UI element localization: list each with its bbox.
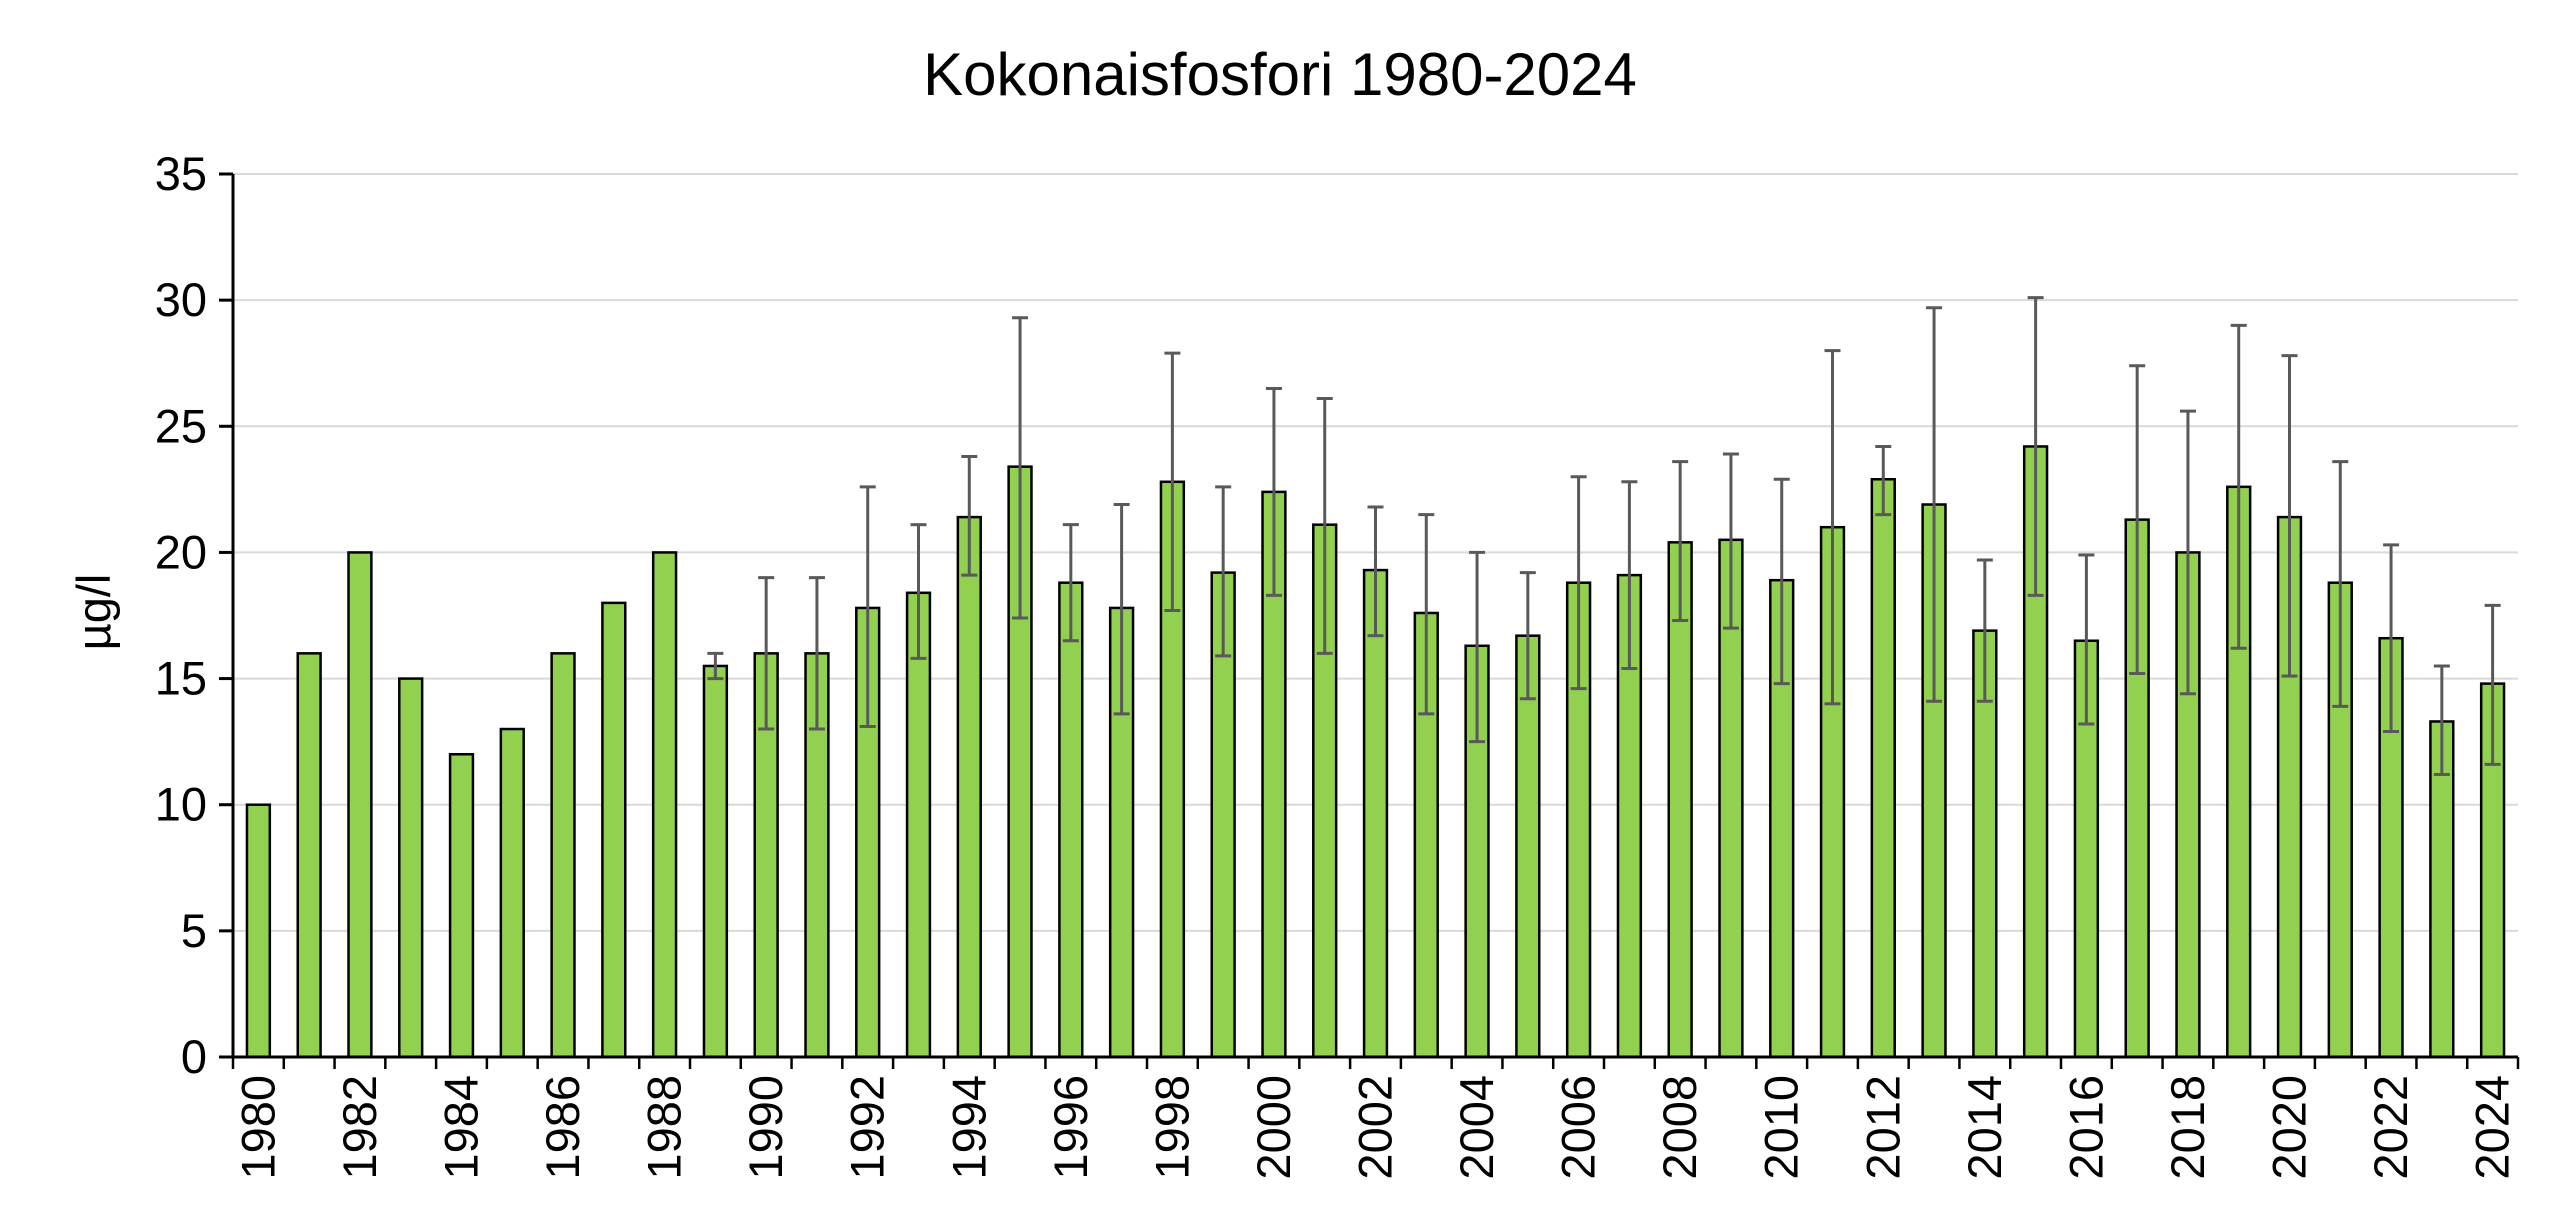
bar: [550, 652, 576, 1059]
error-bar: [1316, 397, 1333, 655]
x-tick-label: 1988: [638, 1075, 691, 1180]
error-bar: [2383, 543, 2400, 734]
bar: [448, 753, 475, 1059]
bar: [398, 677, 424, 1059]
error-bar: [2332, 460, 2349, 708]
y-tick-label: 25: [155, 399, 207, 452]
error-bars: [707, 296, 2501, 776]
x-tick-label: 2014: [1958, 1075, 2011, 1180]
bar: [905, 591, 932, 1059]
error-bar: [2078, 553, 2095, 726]
y-axis-label: µg/l: [67, 574, 120, 651]
error-bar: [1672, 460, 1689, 623]
error-bar: [2281, 354, 2298, 678]
bar: [245, 803, 272, 1059]
error-bar: [1976, 558, 1993, 703]
error-bar: [1418, 513, 1435, 716]
bar: [296, 652, 322, 1059]
x-tick-label: 2008: [1653, 1075, 1706, 1180]
x-tick-label: 2012: [1856, 1075, 1909, 1180]
x-tick-label: 2000: [1247, 1075, 1300, 1180]
error-bar: [2433, 664, 2450, 776]
error-bar: [1773, 477, 1790, 686]
error-bar: [1367, 505, 1384, 638]
error-bar: [2484, 603, 2501, 766]
bar: [1362, 568, 1389, 1059]
x-tick-label: 2016: [2059, 1075, 2112, 1180]
error-bar: [2129, 364, 2146, 676]
y-tick-label: 20: [155, 525, 207, 578]
bar: [702, 664, 729, 1059]
error-bar: [1265, 386, 1282, 597]
x-tick-label: 2020: [2263, 1075, 2316, 1180]
error-bar: [1012, 316, 1029, 620]
bar: [347, 551, 373, 1059]
x-axis-ticks: 1980 1982 1984 1986 1988 1990 1992 1994 1996 1998…: [231, 1075, 2518, 1180]
bar: [499, 727, 525, 1059]
x-tick-label: 1996: [1044, 1075, 1097, 1180]
x-tick-label: 1992: [841, 1075, 894, 1180]
x-tick-label: 2010: [1755, 1075, 1808, 1180]
bars: [245, 445, 2506, 1059]
error-bar: [1570, 475, 1587, 691]
error-bar: [1469, 550, 1486, 744]
error-bar: [1215, 485, 1232, 658]
error-bar: [1519, 571, 1536, 701]
error-bar: [961, 455, 978, 577]
error-bar: [1062, 523, 1079, 643]
x-tick-label: 2022: [2364, 1075, 2417, 1180]
error-bar: [1926, 306, 1943, 703]
error-bar: [1875, 444, 1892, 517]
x-tick-label: 1980: [231, 1075, 284, 1180]
x-tick-label: 2006: [1552, 1075, 1605, 1180]
error-bar: [2179, 409, 2196, 696]
axes: [219, 172, 2520, 1069]
x-tick-label: 1994: [942, 1075, 995, 1180]
bar: [956, 515, 982, 1059]
chart-title: Kokonaisfosfori 1980-2024: [923, 41, 1637, 108]
error-bar: [707, 651, 724, 681]
y-tick-label: 30: [155, 273, 207, 326]
x-tick-label: 1990: [739, 1075, 792, 1180]
y-tick-label: 10: [155, 778, 207, 831]
error-bar: [1824, 349, 1841, 706]
error-bar: [859, 485, 876, 729]
x-tick-label: 1986: [536, 1075, 589, 1180]
error-bar: [2027, 296, 2044, 597]
y-tick-label: 35: [155, 147, 207, 200]
y-tick-label: 0: [181, 1030, 207, 1083]
x-tick-label: 1998: [1145, 1075, 1198, 1180]
x-tick-label: 2018: [2161, 1075, 2214, 1180]
error-bar: [1164, 351, 1181, 612]
error-bar: [1113, 502, 1130, 716]
y-axis-ticks: 0 5 10 15 20 25 30 35: [155, 147, 207, 1083]
error-bar: [1722, 452, 1739, 630]
x-tick-label: 1984: [435, 1075, 488, 1180]
x-tick-label: 2004: [1450, 1075, 1503, 1180]
bar: [601, 601, 627, 1059]
error-bar: [808, 576, 825, 731]
y-tick-label: 5: [181, 904, 207, 957]
x-tick-label: 2002: [1349, 1075, 1402, 1180]
error-bar: [910, 523, 927, 660]
error-bar: [1621, 480, 1638, 670]
y-tick-label: 15: [155, 652, 207, 705]
bar: [1058, 581, 1084, 1059]
error-bar: [2230, 323, 2247, 650]
error-bar: [758, 576, 775, 731]
bar: [651, 551, 678, 1059]
x-tick-label: 1982: [333, 1075, 386, 1180]
bar: [1870, 478, 1896, 1059]
x-tick-label: 2024: [2466, 1075, 2519, 1180]
